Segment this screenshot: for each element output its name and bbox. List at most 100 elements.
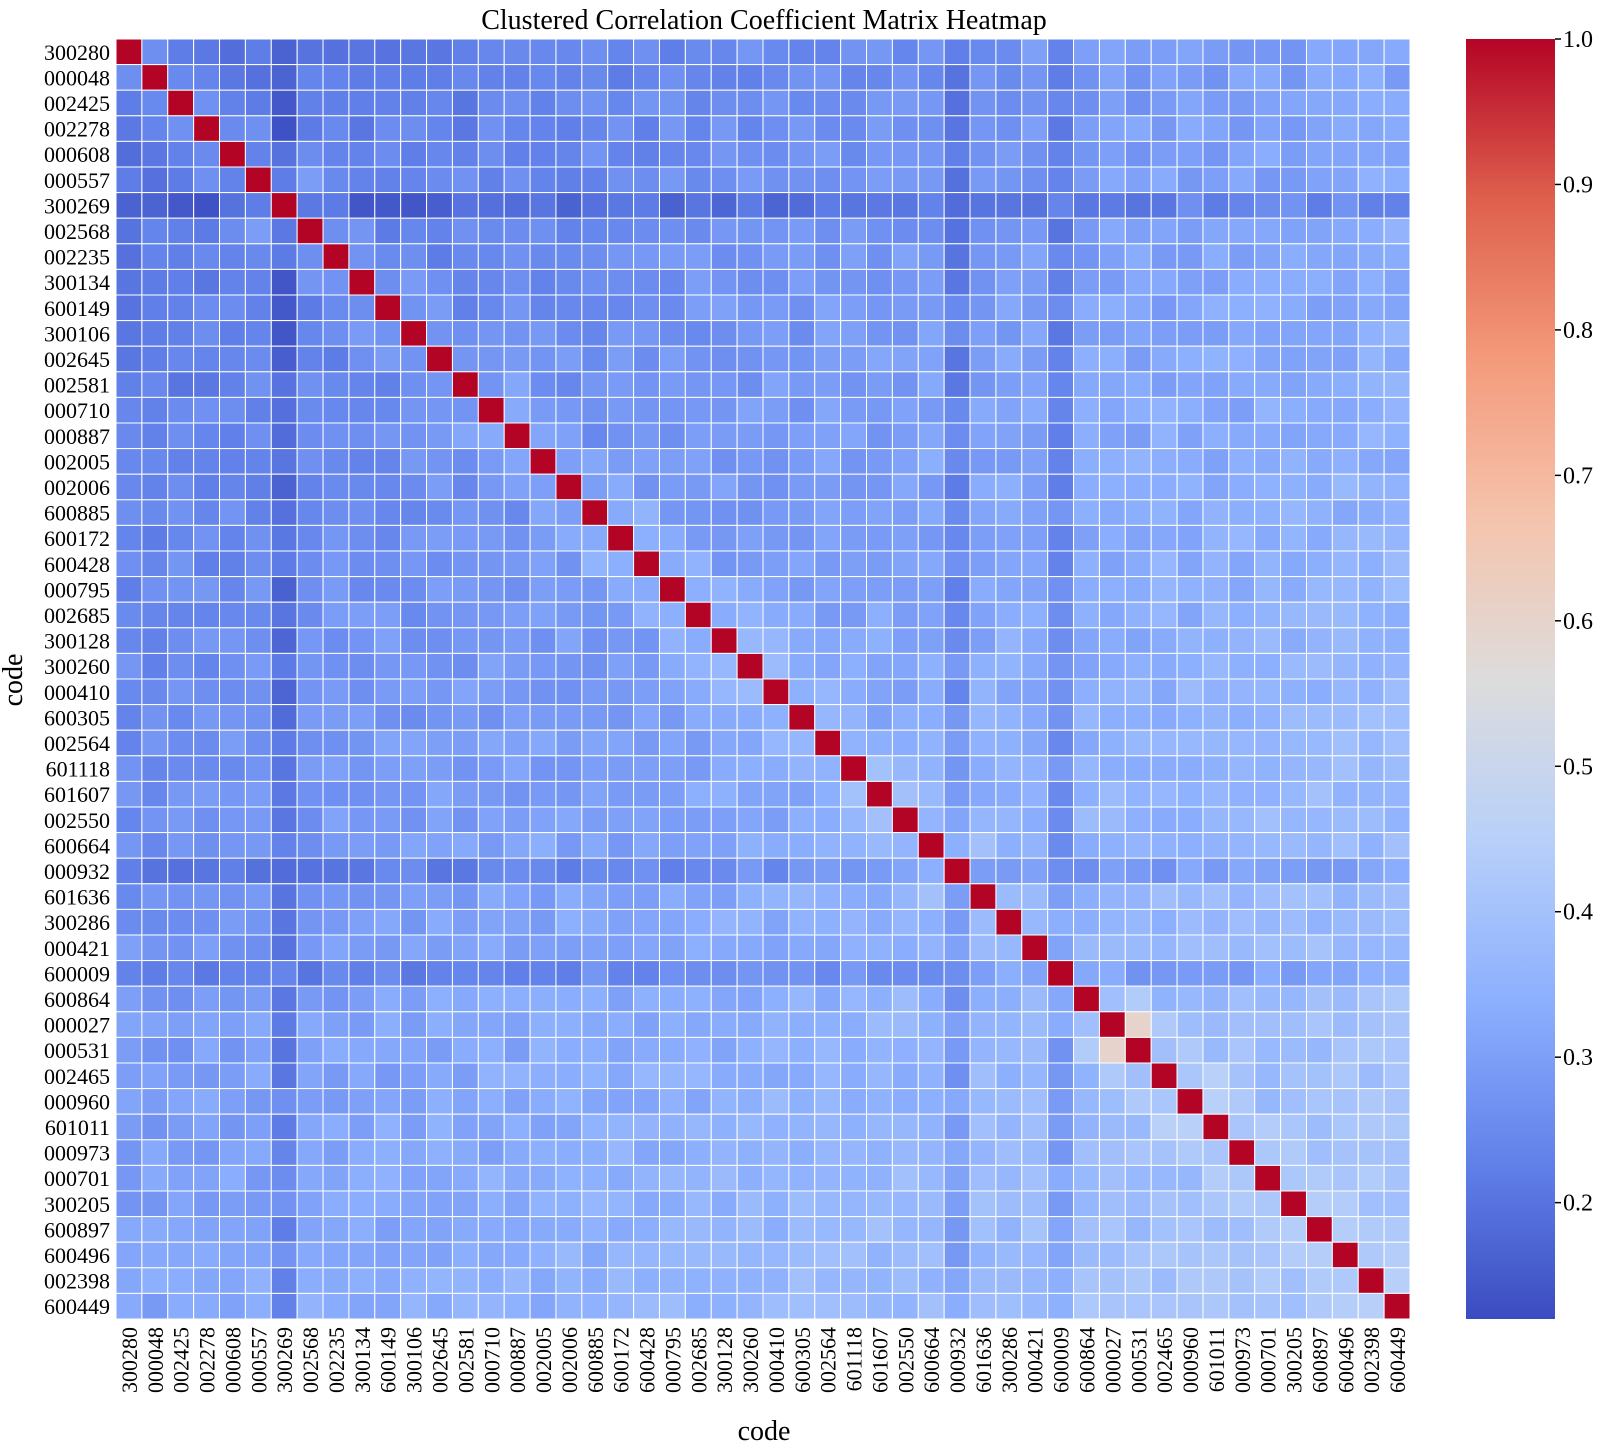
heatmap-cell-000421-000048 [141, 934, 169, 962]
heatmap-cell-600885-002278 [193, 499, 221, 526]
heatmap-cell-600664-000701 [1254, 832, 1282, 859]
y-tick-label-600305: 600305 [44, 705, 110, 730]
heatmap-cell-000710-002645 [426, 396, 453, 424]
heatmap-cell-000048-002465 [1150, 64, 1178, 91]
heatmap-cell-300286-600864 [1073, 908, 1100, 936]
heatmap-cell-600009-000795 [658, 960, 686, 987]
heatmap-cell-000932-000887 [503, 857, 531, 885]
heatmap-cell-000710-002425 [167, 396, 195, 424]
heatmap-cell-600897-600897 [1305, 1216, 1333, 1243]
heatmap-cell-000557-601636 [969, 166, 997, 194]
heatmap-cell-000421-300205 [1280, 934, 1307, 962]
heatmap-cell-000710-002564 [814, 396, 842, 424]
heatmap-cell-000410-600496 [1331, 678, 1359, 706]
heatmap-cell-601118-000795 [658, 755, 686, 782]
heatmap-cell-000932-601011 [1202, 857, 1230, 885]
heatmap-cell-300260-600149 [374, 652, 402, 680]
heatmap-cell-000887-002568 [296, 422, 324, 450]
heatmap-cell-300128-000027 [1098, 627, 1126, 654]
heatmap-cell-002398-002005 [529, 1267, 557, 1294]
heatmap-cell-000973-000701 [1254, 1139, 1282, 1166]
heatmap-cell-600009-002005 [529, 960, 557, 987]
heatmap-cell-002581-000960 [1176, 371, 1204, 398]
heatmap-cell-600496-000701 [1254, 1241, 1282, 1269]
heatmap-cell-300269-000973 [1228, 192, 1256, 219]
heatmap-cell-300286-002581 [451, 908, 479, 936]
y-tick-label-002005: 002005 [44, 449, 110, 474]
heatmap-cell-002465-000421 [1021, 1062, 1049, 1090]
y-tick-label-000973: 000973 [44, 1141, 110, 1166]
heatmap-cell-000701-600449 [1383, 1164, 1411, 1192]
heatmap-cell-002550-002581 [451, 806, 479, 834]
heatmap-cell-000027-000557 [244, 1011, 272, 1038]
heatmap-cell-601118-002465 [1150, 755, 1178, 782]
heatmap-cell-600172-600009 [1047, 524, 1075, 552]
heatmap-cell-601636-002006 [555, 883, 583, 910]
heatmap-cell-002685-000701 [1254, 601, 1282, 629]
heatmap-cell-000701-002568 [296, 1164, 324, 1192]
heatmap-cell-601011-000421 [1021, 1113, 1049, 1141]
heatmap-cell-000932-600664 [917, 857, 945, 885]
heatmap-cell-600885-600897 [1305, 499, 1333, 526]
heatmap-cell-600172-600428 [633, 524, 660, 552]
heatmap-cell-000421-000701 [1254, 934, 1282, 962]
colorbar-tick-label-0.6: 0.6 [1563, 609, 1593, 635]
heatmap-cell-300106-002645 [426, 320, 453, 347]
heatmap-cell-601636-600885 [581, 883, 609, 910]
heatmap-cell-000531-600449 [1383, 1036, 1411, 1064]
heatmap-cell-300106-600428 [633, 320, 660, 347]
heatmap-cell-000410-000557 [244, 678, 272, 706]
heatmap-cell-601607-000795 [658, 780, 686, 808]
heatmap-cell-002425-000795 [658, 89, 686, 117]
heatmap-cell-000960-300134 [348, 1088, 376, 1115]
heatmap-cell-002465-002581 [451, 1062, 479, 1090]
heatmap-cell-600009-601636 [969, 960, 997, 987]
heatmap-cell-300134-000973 [1228, 268, 1256, 296]
heatmap-cell-601636-000795 [658, 883, 686, 910]
heatmap-cell-300286-000795 [658, 908, 686, 936]
y-tick-label-300286: 300286 [44, 910, 110, 935]
heatmap-cell-000531-000027 [1098, 1036, 1126, 1064]
heatmap-cell-600664-600149 [374, 832, 402, 859]
heatmap-cell-002006-002278 [193, 473, 221, 501]
heatmap-cell-002564-601011 [1202, 729, 1230, 757]
heatmap-cell-300106-600496 [1331, 320, 1359, 347]
heatmap-cell-601636-002235 [322, 883, 350, 910]
heatmap-cell-000710-000932 [943, 396, 971, 424]
heatmap-cell-000795-000027 [1098, 576, 1126, 603]
heatmap-cell-000710-000960 [1176, 396, 1204, 424]
heatmap-cell-601118-002568 [296, 755, 324, 782]
heatmap-cell-600428-002425 [167, 550, 195, 578]
heatmap-cell-300286-300128 [710, 908, 738, 936]
heatmap-cell-002235-002645 [426, 243, 453, 270]
heatmap-cell-000421-300280 [115, 934, 143, 962]
heatmap-cell-601011-600149 [374, 1113, 402, 1141]
heatmap-cell-000932-300286 [995, 857, 1023, 885]
heatmap-cell-600664-000960 [1176, 832, 1204, 859]
heatmap-cell-600149-300286 [995, 294, 1023, 322]
heatmap-cell-000027-600149 [374, 1011, 402, 1038]
heatmap-cell-600172-000932 [943, 524, 971, 552]
heatmap-cell-600885-002398 [1357, 499, 1385, 526]
heatmap-cell-000027-601011 [1202, 1011, 1230, 1038]
heatmap-cell-000932-000710 [477, 857, 505, 885]
heatmap-cell-600897-002006 [555, 1216, 583, 1243]
heatmap-cell-601118-002425 [167, 755, 195, 782]
heatmap-cell-000531-002005 [529, 1036, 557, 1064]
heatmap-cell-600149-300128 [710, 294, 738, 322]
heatmap-cell-600172-000887 [503, 524, 531, 552]
y-tick-label-002278: 002278 [44, 117, 110, 142]
heatmap-cell-600305-600449 [1383, 704, 1411, 731]
heatmap-cell-002685-000557 [244, 601, 272, 629]
heatmap-cell-600449-002564 [814, 1292, 842, 1320]
heatmap-cell-000960-002581 [451, 1088, 479, 1115]
heatmap-cell-600172-600496 [1331, 524, 1359, 552]
heatmap-cell-002398-300128 [710, 1267, 738, 1294]
heatmap-cell-300205-600864 [1073, 1190, 1100, 1218]
heatmap-cell-002550-000887 [503, 806, 531, 834]
heatmap-cell-002278-002685 [684, 115, 712, 142]
heatmap-cell-002685-000973 [1228, 601, 1256, 629]
heatmap-cell-600664-002564 [814, 832, 842, 859]
heatmap-cell-000410-300260 [736, 678, 764, 706]
heatmap-cell-002685-600305 [788, 601, 816, 629]
